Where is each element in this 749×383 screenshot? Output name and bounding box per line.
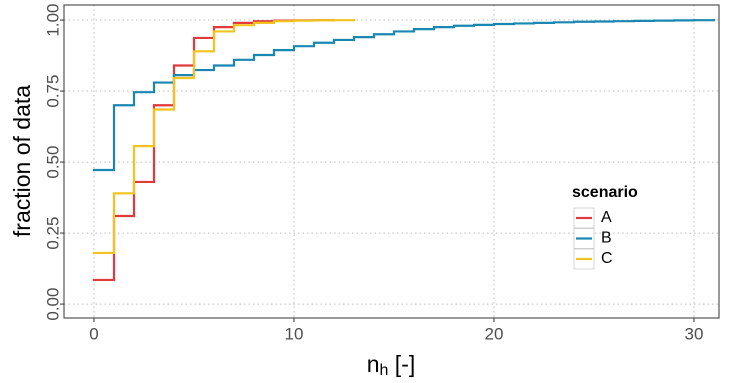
y-axis-title: fraction of data [9, 85, 35, 237]
y-tick-label: 0.25 [43, 217, 62, 250]
x-axis-title: nh [-] [367, 351, 416, 379]
x-tick-label: 10 [285, 324, 304, 343]
x-tick-label: 30 [685, 324, 704, 343]
panel-border [63, 4, 720, 319]
legend-title: scenario [572, 184, 638, 201]
legend-label: B [601, 230, 612, 247]
x-tick-label: 0 [89, 324, 98, 343]
legend-label: A [601, 209, 612, 226]
x-axis-title-main: n [367, 351, 380, 377]
y-tick-label: 1.00 [43, 4, 62, 37]
y-tick-label: 0.50 [43, 146, 62, 179]
legend-label: C [601, 250, 613, 267]
x-axis-title-subscript: h [380, 362, 389, 379]
y-tick-label: 0.00 [43, 288, 62, 321]
y-tick-label: 0.75 [43, 75, 62, 108]
x-axis-title-suffix: [-] [388, 351, 415, 377]
x-tick-label: 20 [485, 324, 504, 343]
